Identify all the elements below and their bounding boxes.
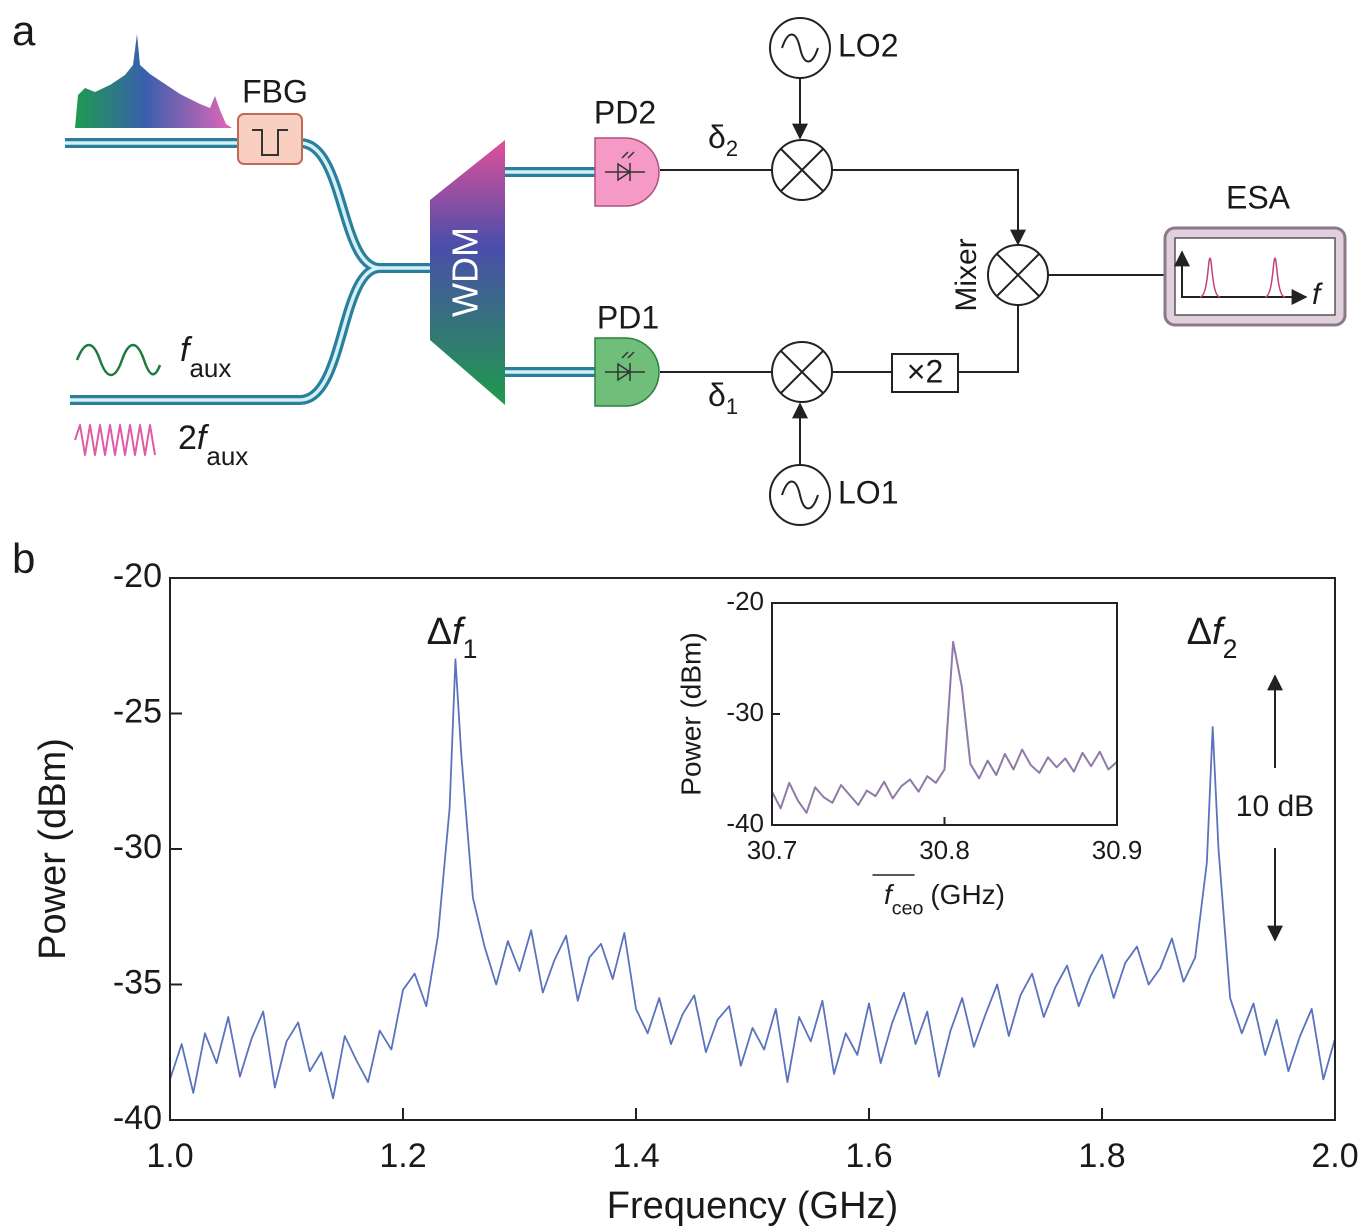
y-tick-label: -20 <box>726 586 764 616</box>
mixers <box>771 139 1049 403</box>
rich-label: Δf1 <box>427 611 478 664</box>
oscillators <box>769 17 831 526</box>
x-tick-label: 1.4 <box>612 1137 659 1175</box>
x-tick-label: 2.0 <box>1311 1137 1358 1175</box>
delta-subscript: 1 <box>726 394 738 419</box>
label-subscript: ceo <box>892 898 924 920</box>
aux2-wave <box>74 424 156 456</box>
y-tick-label: -30 <box>113 828 162 866</box>
x-tick-label: 1.6 <box>845 1137 892 1175</box>
pd1-label: PD1 <box>597 299 659 335</box>
label-symbol: f <box>1212 611 1226 653</box>
label-subscript: 1 <box>463 634 478 664</box>
aux-prefix: 2 <box>178 419 197 457</box>
esa-screen <box>1174 237 1336 316</box>
aux2-label: 2faux <box>178 419 248 471</box>
aux-subscript: aux <box>189 353 231 383</box>
x-tick-label: 1.0 <box>146 1137 193 1175</box>
esa-peaks <box>1199 257 1286 298</box>
rich-label: 10 dB <box>1236 790 1314 823</box>
spectrum-line <box>771 640 1118 814</box>
y-tick-label: -25 <box>113 692 162 730</box>
x-tick-label: 1.8 <box>1078 1137 1125 1175</box>
rich-label: fceo (GHz) <box>884 879 1005 919</box>
x-tick-label: 30.7 <box>747 835 798 865</box>
panel-label: a <box>12 7 36 54</box>
esa-axis-label: f <box>1312 278 1323 311</box>
pd-icons <box>605 151 645 382</box>
delta-symbol: δ <box>708 119 726 155</box>
fbg-box <box>237 113 303 165</box>
multiplier-label: ×2 <box>907 353 943 389</box>
delta1-label: δ1 <box>708 377 738 418</box>
esa-label: ESA <box>1226 179 1291 215</box>
y-tick-label: -40 <box>726 808 764 838</box>
aux-wave <box>75 343 162 377</box>
x-axis-label: Frequency (GHz) <box>607 1185 898 1227</box>
panel-label: b <box>12 535 35 582</box>
spectrum-icon <box>75 34 232 128</box>
y-tick-label: -35 <box>113 963 162 1001</box>
label-prefix: Δ <box>1187 611 1212 653</box>
x-tick-label: 30.8 <box>919 835 970 865</box>
fibers <box>65 138 597 405</box>
label-text: (GHz) <box>930 879 1005 910</box>
spectrum-line <box>169 658 1336 1100</box>
fbg-label: FBG <box>242 73 308 109</box>
y-axis-label: Power (dBm) <box>32 738 74 960</box>
aux1-label: faux <box>180 331 231 383</box>
wdm-label: WDM <box>445 227 486 317</box>
y-tick-label: -40 <box>113 1099 162 1137</box>
fbg-icon <box>252 129 288 156</box>
label-symbol: f <box>452 611 466 653</box>
label-subscript: 2 <box>1223 634 1238 664</box>
lo2-label: LO2 <box>838 27 898 63</box>
label-text: 10 dB <box>1236 790 1314 823</box>
mixer-label: Mixer <box>950 238 983 311</box>
wdm <box>430 140 505 405</box>
x-tick-label: 1.2 <box>379 1137 426 1175</box>
lo1-label: LO1 <box>838 474 898 510</box>
y-tick-label: -20 <box>113 557 162 595</box>
y-tick-label: -30 <box>726 697 764 727</box>
delta-subscript: 2 <box>726 136 738 161</box>
pd2-label: PD2 <box>594 94 656 130</box>
aux-subscript: aux <box>206 441 248 471</box>
delta-symbol: δ <box>708 377 726 413</box>
y-axis-label: Power (dBm) <box>675 632 706 795</box>
inset-background <box>772 603 1117 825</box>
label-symbol: f <box>884 879 895 910</box>
x-tick-label: 30.9 <box>1092 835 1143 865</box>
delta2-label: δ2 <box>708 119 738 160</box>
label-prefix: Δ <box>427 611 452 653</box>
rich-label: Δf2 <box>1187 611 1238 664</box>
multiplier-box <box>891 353 959 393</box>
wiring <box>660 78 1165 465</box>
